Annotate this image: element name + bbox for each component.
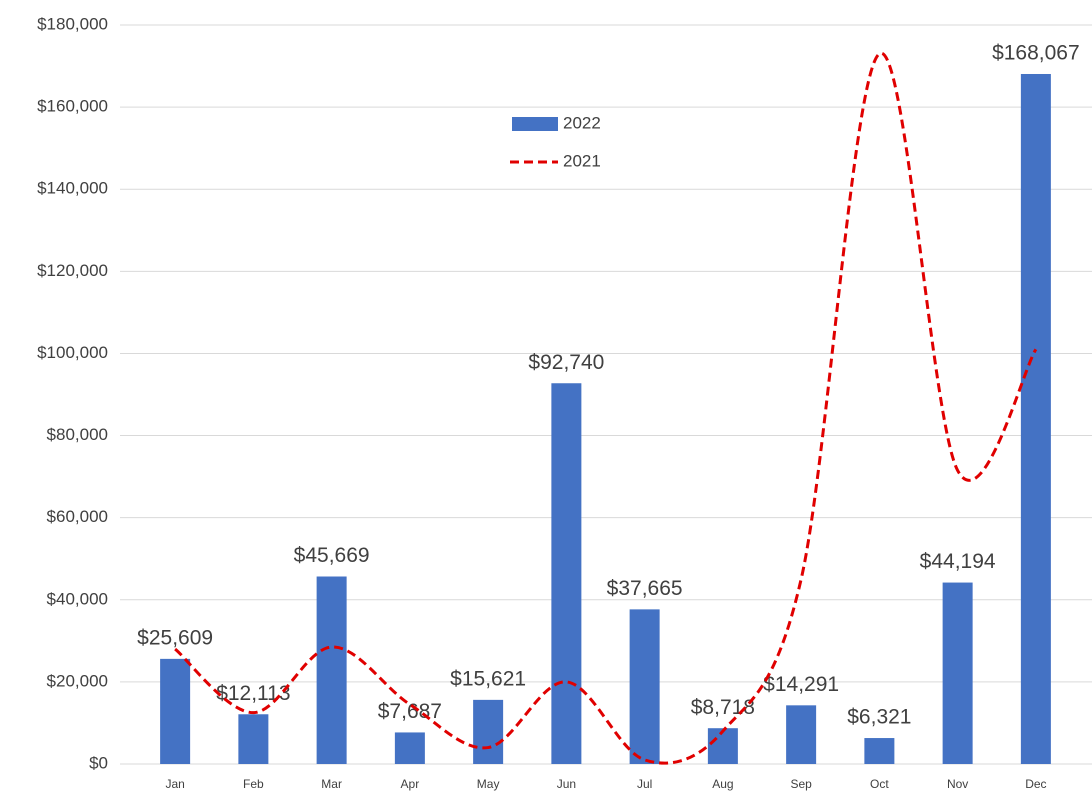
data-label: $6,321 bbox=[847, 706, 911, 729]
bar bbox=[864, 738, 895, 764]
bar bbox=[786, 705, 817, 764]
bar bbox=[1020, 73, 1051, 765]
x-tick-label: Jul bbox=[637, 777, 652, 791]
bar bbox=[707, 728, 738, 764]
y-tick-label: $100,000 bbox=[37, 343, 108, 362]
y-tick-label: $180,000 bbox=[37, 14, 108, 33]
x-tick-label: Feb bbox=[243, 777, 264, 791]
x-tick-label: Apr bbox=[401, 777, 420, 791]
line bbox=[174, 52, 1038, 765]
y-tick-label: $160,000 bbox=[37, 97, 108, 116]
data-label: $7,687 bbox=[378, 700, 442, 723]
data-label: $168,067 bbox=[992, 42, 1080, 65]
bar bbox=[160, 658, 191, 764]
bar bbox=[316, 576, 347, 764]
x-tick-label: Mar bbox=[321, 777, 342, 791]
x-tick-label: Sep bbox=[790, 777, 812, 791]
x-tick-label: Jun bbox=[557, 777, 576, 791]
x-tick-label: May bbox=[477, 777, 500, 791]
legend-label: 2022 bbox=[563, 113, 601, 132]
bar bbox=[629, 609, 660, 764]
y-tick-label: $20,000 bbox=[47, 671, 108, 690]
y-tick-label: $80,000 bbox=[47, 425, 108, 444]
bar bbox=[551, 383, 582, 764]
bar bbox=[394, 732, 425, 764]
x-tick-label: Nov bbox=[947, 777, 968, 791]
y-tick-label: $60,000 bbox=[47, 507, 108, 526]
bar bbox=[238, 714, 269, 764]
data-label: $37,665 bbox=[607, 577, 683, 600]
y-tick-label: $40,000 bbox=[47, 589, 108, 608]
data-label: $12,113 bbox=[216, 682, 290, 705]
data-label: $15,621 bbox=[450, 667, 526, 690]
bar bbox=[473, 699, 504, 764]
x-tick-label: Aug bbox=[712, 777, 733, 791]
y-tick-label: $0 bbox=[89, 753, 108, 772]
data-label: $14,291 bbox=[763, 673, 839, 696]
x-tick-label: Dec bbox=[1025, 777, 1046, 791]
data-label: $45,669 bbox=[294, 544, 370, 567]
y-tick-label: $120,000 bbox=[37, 261, 108, 280]
legend-swatch bbox=[512, 117, 558, 131]
data-label: $92,740 bbox=[528, 351, 604, 374]
data-label: $44,194 bbox=[920, 550, 996, 573]
x-tick-label: Jan bbox=[165, 777, 184, 791]
data-label: $25,609 bbox=[137, 626, 213, 649]
x-tick-label: Oct bbox=[870, 777, 889, 791]
y-tick-label: $140,000 bbox=[37, 179, 108, 198]
legend-label: 2021 bbox=[563, 151, 601, 170]
bar bbox=[942, 582, 973, 764]
